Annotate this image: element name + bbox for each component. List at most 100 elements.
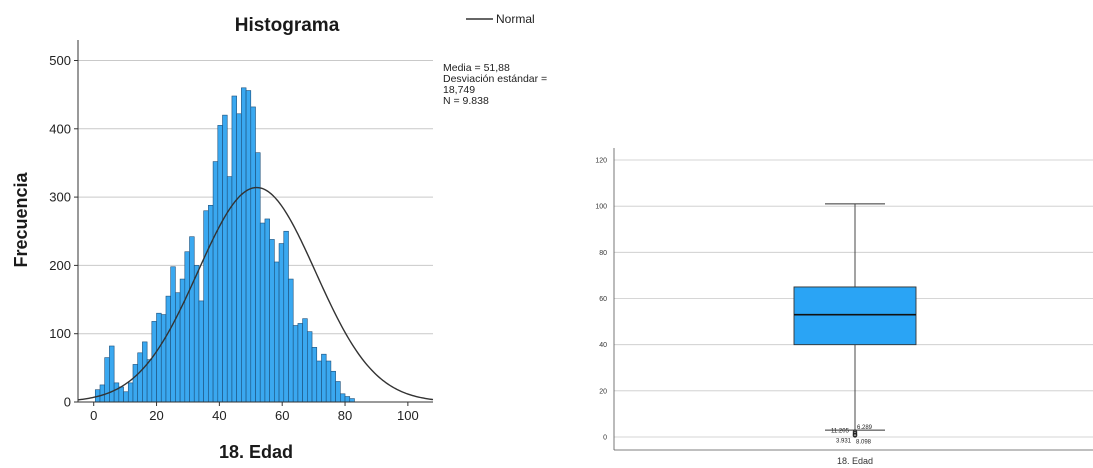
stat-sd-value: 18,749: [443, 84, 475, 96]
histogram-bar: [118, 386, 124, 403]
histogram-bar: [175, 292, 181, 403]
histogram-bar: [349, 398, 355, 403]
boxplot-y-tick-label: 80: [599, 250, 607, 257]
histogram-bar: [203, 210, 209, 403]
histogram-bar: [127, 382, 134, 403]
stat-mean: Media = 51,88: [443, 62, 510, 74]
outlier-label: 6.289: [857, 425, 873, 431]
histogram-bar: [132, 364, 138, 403]
boxplot-outliers: 11.205 6.289 3.931 8.098: [831, 425, 873, 445]
statistics-box: Media = 51,88 Desviación estándar = 18,7…: [443, 62, 547, 107]
legend-normal-label: Normal: [496, 12, 535, 26]
histogram-y-tick-label: 200: [49, 258, 71, 273]
histogram-bar: [212, 161, 219, 403]
histogram-bar: [193, 265, 200, 403]
outlier-point: [852, 433, 858, 438]
histogram-bar: [156, 312, 162, 403]
histogram-x-tick-label: 60: [275, 408, 289, 423]
histogram-bar: [231, 95, 237, 403]
histogram-x-tick-label: 0: [90, 408, 97, 423]
histogram-bar: [335, 381, 341, 403]
histogram-bar: [250, 106, 256, 403]
histogram-bar: [99, 384, 106, 403]
histogram-title: Histograma: [235, 15, 340, 36]
histogram-bar: [189, 236, 195, 403]
histogram-bar: [283, 230, 289, 403]
histogram-bar: [245, 90, 252, 403]
histogram-bar: [325, 360, 332, 403]
histogram-bar: [160, 314, 167, 403]
histogram-bar: [288, 278, 294, 403]
histogram-x-tick-label: 40: [212, 408, 226, 423]
outlier-label: 3.931: [836, 439, 852, 445]
histogram-bar: [274, 261, 280, 403]
histogram-bar: [151, 321, 157, 403]
stat-n: N = 9.838: [443, 95, 489, 107]
histogram-bar: [278, 243, 285, 403]
boxplot-y-ticks: 0 20 40 60 80 100 120: [595, 158, 607, 442]
histogram-bar: [330, 370, 336, 403]
histogram-y-tick-label: 0: [64, 395, 71, 410]
histogram-bar: [269, 239, 275, 403]
outlier-label: 8.098: [856, 439, 872, 445]
boxplot-y-tick-label: 0: [603, 435, 607, 442]
histogram-x-tick-label: 100: [397, 408, 419, 423]
histogram-bar: [170, 266, 176, 403]
histogram-bar: [184, 251, 190, 403]
boxplot-y-tick-label: 120: [595, 158, 607, 165]
stat-sd-label: Desviación estándar =: [443, 73, 547, 85]
histogram-y-axis-label: Frecuencia: [11, 171, 31, 267]
boxplot-y-tick-label: 40: [599, 342, 607, 349]
histogram-bar: [104, 357, 110, 403]
interquartile-box: [793, 286, 917, 346]
boxplot-y-tick-label: 100: [595, 204, 607, 211]
boxplot-box: [793, 203, 917, 431]
histogram-bar: [146, 359, 153, 403]
histogram-bar: [321, 353, 327, 403]
histogram-bar: [222, 114, 228, 403]
histogram-x-tick-label: 20: [149, 408, 163, 423]
histogram-bar: [217, 125, 223, 403]
histogram-y-tick-label: 500: [49, 53, 71, 68]
outlier-point: [852, 431, 858, 436]
histogram-chart: Histograma 0 100 200 300 400 500 0 20 40 60 80 100…: [11, 12, 547, 462]
outlier-label: 11.205: [831, 428, 850, 434]
boxplot-chart: 0 20 40 60 80 100 120 11.205 6.289 3.931 8.098 18…: [595, 148, 1093, 466]
boxplot-y-tick-label: 20: [599, 388, 607, 395]
normal-curve: [77, 186, 434, 401]
histogram-bar: [179, 278, 186, 403]
histogram-bar: [255, 152, 261, 403]
legend: Normal: [466, 12, 535, 26]
histogram-bar: [236, 113, 242, 403]
histogram-y-tick-label: 300: [49, 190, 71, 205]
boxplot-x-axis-label: 18. Edad: [837, 456, 873, 466]
histogram-bar: [137, 352, 143, 403]
histogram-bar: [340, 393, 346, 403]
histogram-bar: [302, 318, 308, 403]
histogram-bar: [142, 341, 148, 403]
histogram-bar: [113, 382, 120, 403]
histogram-bar: [208, 204, 214, 403]
histogram-y-tick-label: 400: [49, 121, 71, 136]
histogram-y-ticks: 0 100 200 300 400 500: [49, 53, 78, 410]
histogram-bar: [259, 222, 266, 403]
histogram-bar: [123, 391, 129, 403]
histogram-bar: [264, 218, 270, 403]
histogram-bar: [316, 360, 322, 403]
boxplot-y-tick-label: 60: [599, 296, 607, 303]
histogram-bar: [344, 396, 351, 403]
histogram-x-axis-label: 18. Edad: [219, 442, 293, 462]
histogram-x-tick-label: 80: [338, 408, 352, 423]
histogram-y-tick-label: 100: [49, 326, 71, 341]
histogram-bar: [198, 300, 204, 403]
histogram-bar: [165, 295, 171, 403]
histogram-bar: [241, 87, 247, 403]
histogram-bars: [94, 87, 355, 403]
histogram-bar: [307, 331, 313, 403]
histogram-bar: [292, 325, 299, 403]
histogram-bar: [109, 345, 115, 403]
histogram-x-ticks: 0 20 40 60 80 100: [90, 402, 419, 423]
histogram-bar: [297, 323, 303, 403]
histogram-bar: [311, 347, 318, 403]
